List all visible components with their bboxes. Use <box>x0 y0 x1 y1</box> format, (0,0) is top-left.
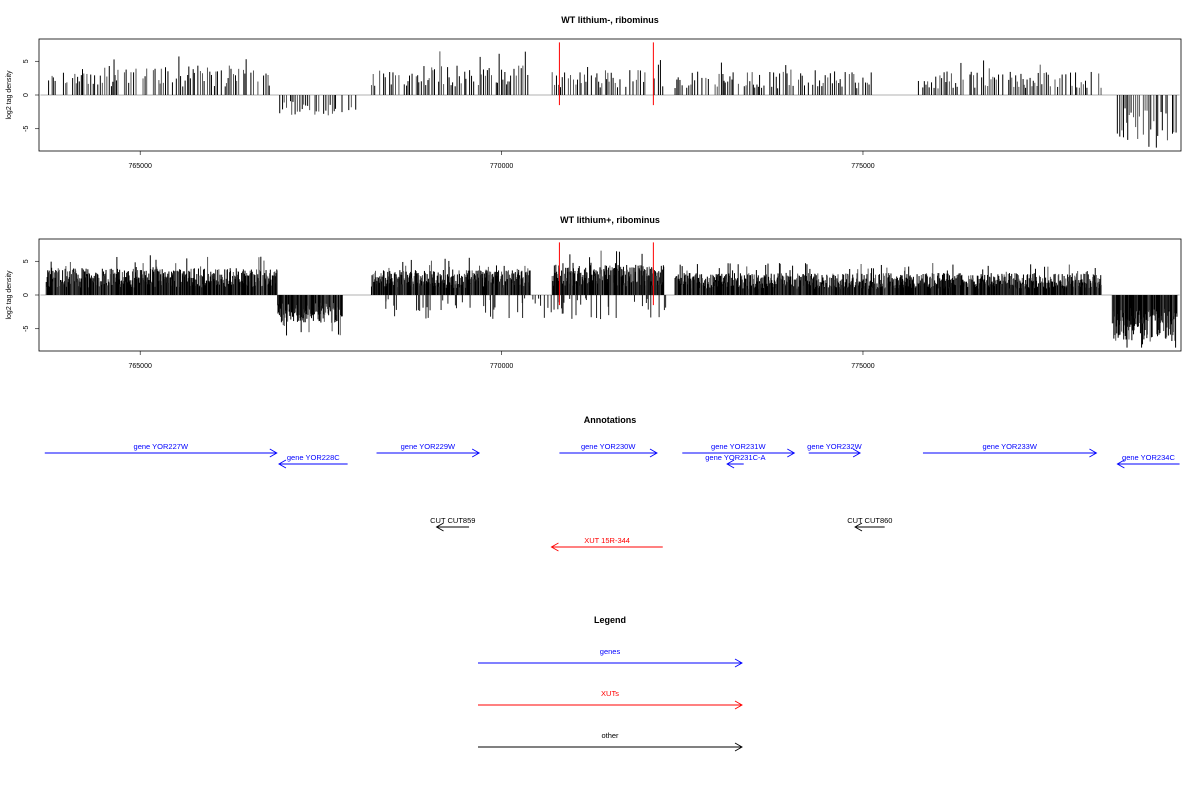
feature-label: CUT CUT860 <box>847 516 892 525</box>
feature-label: gene YOR227W <box>134 442 189 451</box>
feature-gene-yor231c-a: gene YOR231C-A <box>705 453 766 469</box>
legend-item-other: other <box>478 731 743 752</box>
annotations-title: Annotations <box>584 415 637 425</box>
feature-arrowhead <box>854 522 863 532</box>
signal-bars <box>40 242 1180 348</box>
feature-label: gene YOR231W <box>711 442 766 451</box>
feature-label: XUT 15R-344 <box>584 536 630 545</box>
feature-arrowhead <box>278 459 287 469</box>
x-tick-label: 775000 <box>851 163 874 170</box>
feature-arrowhead <box>852 448 861 458</box>
feature-gene-yor234c: gene YOR234C <box>1116 453 1180 469</box>
legend-title: Legend <box>594 615 626 625</box>
feature-arrowhead <box>550 542 559 552</box>
feature-arrowhead <box>1089 448 1098 458</box>
legend-label: XUTs <box>601 689 619 698</box>
legend-label: other <box>601 731 619 740</box>
y-axis: -5 0 5 <box>23 259 39 332</box>
signal-bars <box>40 42 1180 148</box>
legend: Legend genes XUTs other <box>478 615 743 752</box>
y-tick-label: 0 <box>23 293 30 297</box>
x-axis: 765000 770000 775000 <box>129 351 875 370</box>
feature-arrows: gene YOR227W gene YOR228C gene YOR229W gene… <box>44 442 1180 552</box>
feature-label: gene YOR232W <box>807 442 862 451</box>
feature-arrowhead <box>471 448 481 458</box>
feature-cut-cut859: CUT CUT859 <box>430 516 475 532</box>
feature-gene-yor233w: gene YOR233W <box>922 442 1098 458</box>
feature-arrowhead <box>734 658 743 668</box>
x-tick-label: 775000 <box>851 363 874 370</box>
feature-arrowhead <box>1116 459 1125 469</box>
feature-arrowhead <box>734 742 743 752</box>
y-tick-label: -5 <box>23 326 30 332</box>
legend-items: genes XUTs other <box>478 647 743 752</box>
x-axis: 765000 770000 775000 <box>129 151 875 170</box>
y-axis-label: log2 tag density <box>6 70 13 120</box>
track-lithium-plus: WT lithium+, ribominus -5 0 5 765000 770000… <box>6 215 1182 370</box>
feature-gene-yor228c: gene YOR228C <box>278 453 348 469</box>
y-axis-label: log2 tag density <box>6 270 13 320</box>
track-lithium-minus: WT lithium-, ribominus -5 0 5 765000 770000… <box>6 15 1182 170</box>
feature-arrowhead <box>269 448 278 458</box>
legend-item-genes: genes <box>478 647 743 668</box>
feature-gene-yor230w: gene YOR230W <box>559 442 658 458</box>
feature-label: gene YOR234C <box>1122 453 1175 462</box>
feature-label: gene YOR233W <box>982 442 1037 451</box>
y-tick-label: 5 <box>23 259 30 263</box>
y-tick-label: 0 <box>23 93 30 97</box>
feature-gene-yor231w: gene YOR231W <box>682 442 796 458</box>
feature-arrowhead <box>734 700 743 710</box>
x-tick-label: 770000 <box>490 363 513 370</box>
legend-label: genes <box>600 647 621 656</box>
x-tick-label: 765000 <box>129 363 152 370</box>
feature-arrowhead <box>787 448 796 458</box>
feature-xut-15r-344: XUT 15R-344 <box>550 536 663 552</box>
feature-gene-yor227w: gene YOR227W <box>44 442 278 458</box>
y-tick-label: 5 <box>23 59 30 63</box>
feature-gene-yor232w: gene YOR232W <box>807 442 863 458</box>
feature-gene-yor229w: gene YOR229W <box>376 442 481 458</box>
feature-label: gene YOR231C-A <box>705 453 765 462</box>
track-title: WT lithium-, ribominus <box>561 15 659 25</box>
y-tick-label: -5 <box>23 126 30 132</box>
feature-arrowhead <box>649 448 658 458</box>
legend-item-xuts: XUTs <box>478 689 743 710</box>
x-tick-label: 770000 <box>490 163 513 170</box>
y-axis: -5 0 5 <box>23 59 39 132</box>
feature-arrowhead <box>726 459 735 469</box>
feature-label: gene YOR230W <box>581 442 636 451</box>
feature-label: CUT CUT859 <box>430 516 475 525</box>
feature-label: gene YOR229W <box>401 442 456 451</box>
track-title: WT lithium+, ribominus <box>560 215 660 225</box>
feature-cut-cut860: CUT CUT860 <box>847 516 892 532</box>
feature-label: gene YOR228C <box>287 453 340 462</box>
feature-arrowhead <box>435 522 444 532</box>
x-tick-label: 765000 <box>129 163 152 170</box>
